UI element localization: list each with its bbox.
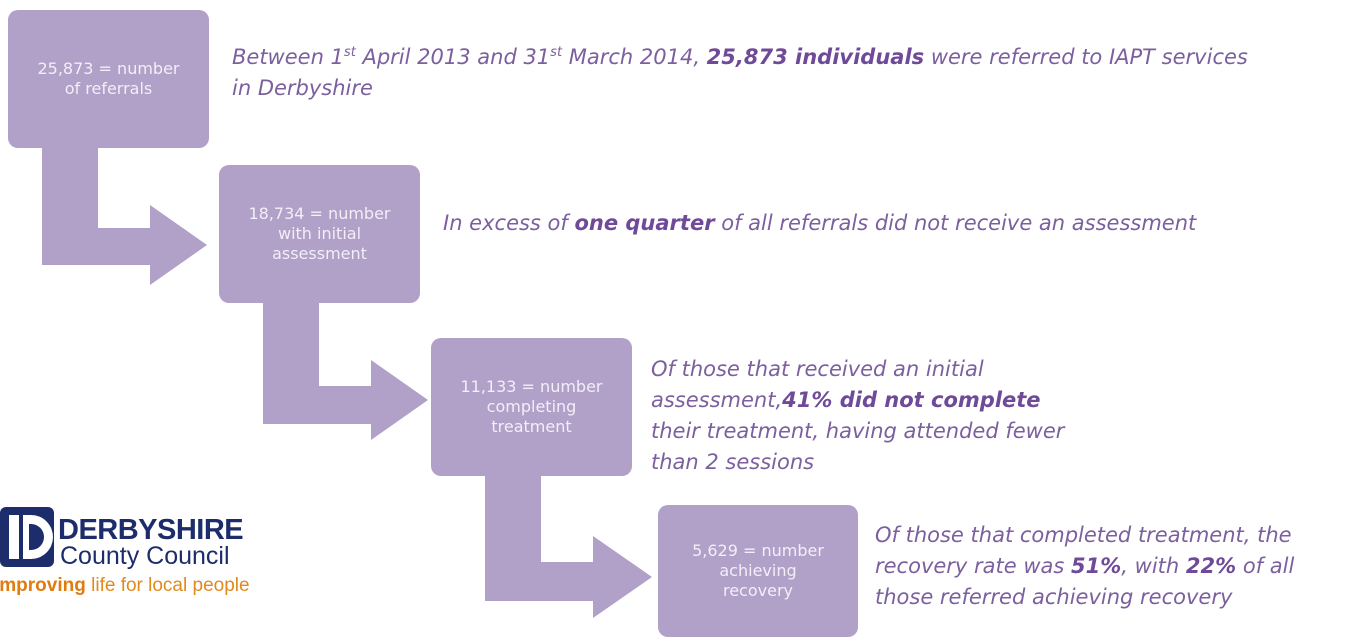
box-line: assessment — [272, 244, 367, 263]
text-segment: 25,873 individuals — [706, 45, 925, 69]
step-description: Of those that completed treatment, the r… — [875, 520, 1315, 613]
text-segment: of all those referred achieving recovery — [875, 554, 1295, 609]
arrow — [263, 302, 428, 440]
text-segment: 41% did not complete — [782, 388, 1041, 412]
step-box: 25,873 = number of referrals — [8, 10, 209, 148]
box-line: 11,133 = number — [460, 377, 603, 396]
logo-emblem — [0, 507, 54, 567]
arrow — [485, 475, 652, 618]
box-line: 18,734 = number — [248, 204, 391, 223]
text-segment: Between 1 — [232, 45, 344, 69]
text-segment: April 2013 and 31 — [355, 45, 551, 69]
text-segment: were referred to IAPT services in Derbys… — [232, 45, 1248, 100]
box-line: 5,629 = number — [692, 541, 824, 560]
text-segment: , with — [1121, 554, 1186, 578]
text-segment: March 2014, — [562, 45, 707, 69]
text-segment: In excess of — [443, 211, 575, 235]
box-line: of referrals — [64, 79, 153, 98]
step-box: 5,629 = number achieving recovery — [658, 505, 858, 637]
box-line: 25,873 = number — [37, 59, 180, 78]
text-segment: st — [343, 45, 356, 60]
text-segment: their treatment, having attended fewer t… — [651, 419, 1065, 474]
box-line: completing — [486, 397, 577, 416]
box-line: recovery — [722, 581, 793, 600]
step-box: 11,133 = number completing treatment — [431, 338, 632, 476]
text-segment: of all referrals did not receive an asse… — [714, 211, 1197, 235]
text-segment: 22% — [1185, 554, 1237, 578]
box-line: treatment — [491, 417, 572, 436]
step-description: In excess of one quarter of all referral… — [443, 208, 1323, 239]
logo-name: DERBYSHIRE — [58, 514, 244, 546]
arrow — [42, 148, 207, 285]
step-description: Of those that received an initial assess… — [651, 354, 1071, 478]
step-box: 18,734 = number with initial assessment — [219, 165, 420, 303]
text-segment: one quarter — [574, 211, 715, 235]
logo-tagline: improving life for local people — [0, 575, 250, 597]
step-description: Between 1st April 2013 and 31st March 20… — [232, 42, 1272, 104]
text-segment: Of those that completed treatment, the r… — [875, 523, 1292, 578]
box-line: achieving — [719, 561, 797, 580]
box-line: with initial — [277, 224, 362, 243]
text-segment: Of those that received an initial assess… — [651, 357, 984, 412]
text-segment: st — [550, 45, 563, 60]
tagline-bold: improving — [0, 575, 86, 596]
tagline-text: life for local people — [85, 575, 250, 596]
logo-sub: County Council — [60, 542, 230, 570]
text-segment: 51% — [1071, 554, 1122, 578]
